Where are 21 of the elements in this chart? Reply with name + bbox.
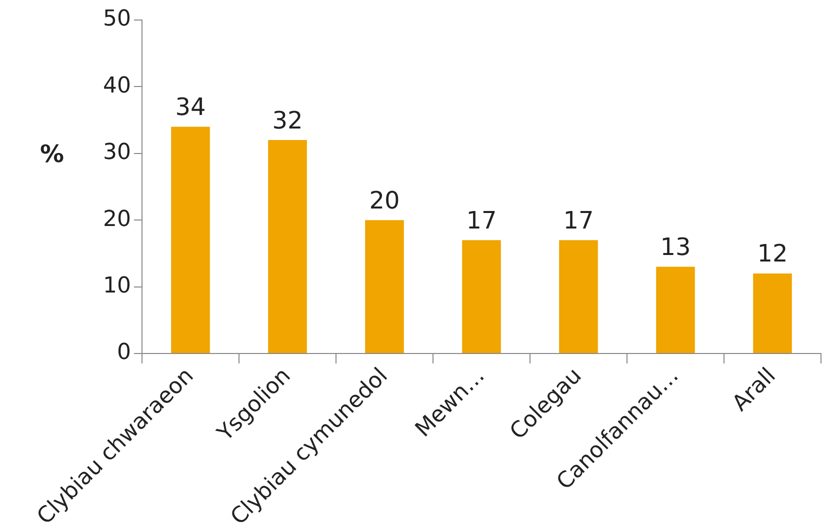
bar: [171, 126, 210, 353]
bar: [753, 273, 792, 353]
bar: [559, 240, 598, 353]
bar: [268, 140, 307, 353]
data-label: 12: [757, 240, 788, 268]
bar: [462, 240, 501, 353]
y-tick-label: 0: [116, 340, 131, 366]
y-tick-label: 10: [102, 274, 131, 299]
data-label: 20: [369, 186, 400, 214]
y-axis-title: %: [40, 140, 64, 168]
y-tick-label: 20: [102, 206, 131, 232]
data-label: 34: [175, 92, 206, 121]
bar: [656, 266, 695, 353]
data-label: 32: [272, 106, 303, 134]
y-tick-label: 50: [102, 6, 131, 32]
y-tick-label: 40: [102, 73, 131, 98]
bar: [365, 220, 404, 353]
data-label: 17: [466, 206, 497, 234]
data-label: 13: [660, 233, 691, 262]
data-label: 17: [563, 206, 594, 234]
y-tick-label: 30: [102, 140, 131, 166]
